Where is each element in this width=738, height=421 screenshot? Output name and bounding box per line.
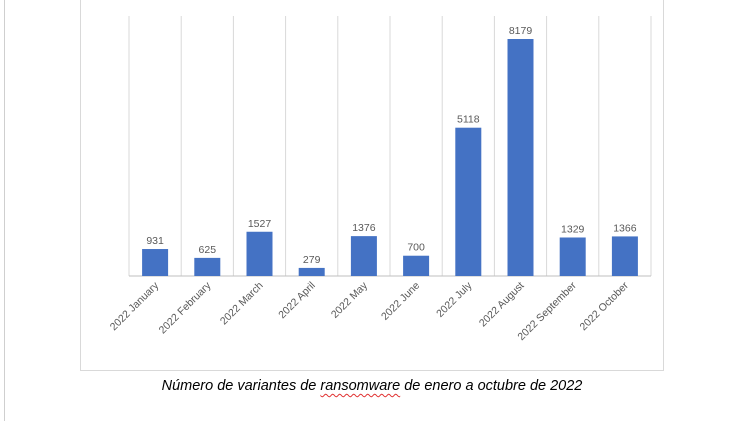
x-tick-label: 2022 June: [379, 280, 422, 323]
data-label: 5118: [457, 114, 480, 126]
x-tick-label: 2022 March: [218, 280, 266, 328]
bar: [350, 236, 377, 276]
data-label: 700: [407, 242, 425, 254]
bar: [507, 39, 534, 276]
data-label: 1329: [561, 223, 585, 235]
bar: [298, 267, 325, 276]
data-label: 1366: [613, 222, 637, 234]
x-tick-label: 2022 January: [108, 279, 162, 333]
data-label: 8179: [509, 25, 533, 37]
data-label: 931: [146, 235, 164, 247]
x-tick-label: 2022 April: [276, 280, 318, 322]
x-tick-label: 2022 October: [578, 279, 632, 333]
x-tick-label: 2022 July: [434, 279, 475, 320]
data-label: 1376: [352, 222, 376, 234]
page-left-border: [4, 0, 5, 421]
figure-caption: Número de variantes de ransomware de ene…: [80, 378, 664, 394]
x-tick-label: 2022 February: [157, 279, 214, 336]
bar: [559, 237, 586, 276]
bar: [246, 231, 273, 276]
caption-part-2: de enero a octubre de 2022: [400, 378, 583, 394]
spellcheck-flagged-word: ransomware: [320, 378, 401, 394]
data-label: 625: [199, 244, 217, 256]
bar: [142, 249, 169, 276]
data-label: 1527: [248, 218, 272, 230]
bar: [455, 127, 482, 277]
x-tick-label: 2022 May: [329, 279, 371, 321]
data-label: 279: [303, 254, 321, 266]
bar: [194, 257, 221, 276]
x-tick-label: 2022 August: [477, 280, 527, 330]
bar: [403, 255, 430, 276]
bar-chart: 931 2022 January 625 2022 February 1527 2022 …: [108, 16, 652, 343]
chart-frame: 931 2022 January 625 2022 February 1527 2022 …: [80, 0, 664, 371]
bar: [611, 236, 638, 276]
caption-part-1: Número de variantes de: [161, 378, 321, 394]
